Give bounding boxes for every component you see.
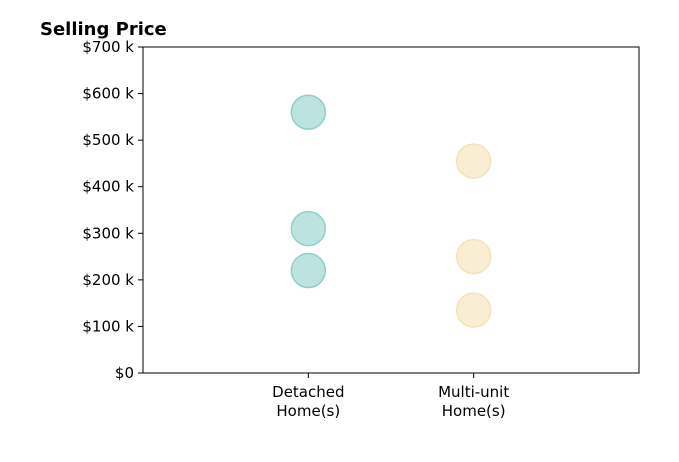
plot-frame <box>142 46 640 374</box>
x-tick-label: Multi-unit Home(s) <box>438 383 509 420</box>
point <box>290 252 327 289</box>
point <box>455 238 492 275</box>
y-tick-label: $500 k <box>82 131 134 149</box>
y-tick-label: $600 k <box>82 85 134 103</box>
y-tick-label: $100 k <box>82 317 134 335</box>
x-tick-label: Detached Home(s) <box>272 383 344 420</box>
y-tick-label: $300 k <box>82 224 134 242</box>
point <box>455 292 492 328</box>
y-tick-label: $200 k <box>82 271 134 289</box>
point <box>455 143 492 179</box>
y-tick-label: $700 k <box>82 38 134 56</box>
y-tick-label: $0 <box>115 364 134 382</box>
y-tick-label: $400 k <box>82 178 134 196</box>
chart-title: Selling Price <box>40 19 167 40</box>
point <box>290 94 327 130</box>
point <box>290 210 327 247</box>
